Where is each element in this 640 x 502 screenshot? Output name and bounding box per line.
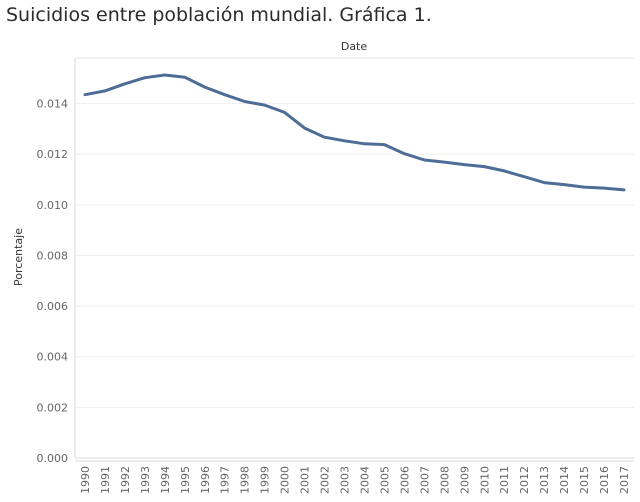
x-tick-label: 2011: [498, 466, 511, 494]
data-point[interactable]: [400, 150, 408, 158]
x-tick-label: 1993: [139, 466, 152, 494]
x-tick-label: 2014: [558, 466, 571, 494]
data-point[interactable]: [281, 108, 289, 116]
x-tick-label: 1990: [79, 466, 92, 494]
y-tick-label: 0.006: [37, 300, 69, 313]
x-tick-label: 2008: [438, 466, 451, 494]
data-point[interactable]: [321, 133, 329, 141]
y-axis-label: Porcentaje: [12, 228, 25, 286]
data-point[interactable]: [221, 91, 229, 99]
data-point[interactable]: [620, 186, 628, 194]
data-point[interactable]: [600, 184, 608, 192]
data-point[interactable]: [480, 163, 488, 171]
data-point[interactable]: [241, 98, 249, 106]
data-point[interactable]: [360, 140, 368, 148]
x-tick-label: 2016: [598, 466, 611, 494]
data-point[interactable]: [101, 87, 109, 95]
data-point[interactable]: [161, 71, 169, 79]
data-point[interactable]: [500, 167, 508, 175]
data-point[interactable]: [201, 83, 209, 91]
data-point[interactable]: [560, 181, 568, 189]
x-tick-label: 2004: [358, 466, 371, 494]
x-tick-label: 2001: [299, 466, 312, 494]
y-tick-label: 0.000: [37, 452, 69, 465]
data-point[interactable]: [121, 80, 129, 88]
y-tick-label: 0.008: [37, 249, 69, 262]
data-point[interactable]: [261, 101, 269, 109]
data-point[interactable]: [520, 173, 528, 181]
data-point[interactable]: [301, 124, 309, 132]
y-tick-label: 0.004: [37, 351, 69, 364]
data-point[interactable]: [460, 161, 468, 169]
data-point[interactable]: [420, 156, 428, 164]
data-point[interactable]: [181, 73, 189, 81]
x-tick-label: 1997: [219, 466, 232, 494]
x-tick-label: 2007: [418, 466, 431, 494]
x-tick-label: 2015: [578, 466, 591, 494]
x-tick-label: 2000: [279, 466, 292, 494]
x-tick-label: 1999: [259, 466, 272, 494]
data-point[interactable]: [540, 179, 548, 187]
x-axis-header: Date: [341, 40, 368, 53]
x-tick-label: 2005: [378, 466, 391, 494]
x-tick-label: 2002: [319, 466, 332, 494]
data-point[interactable]: [81, 91, 89, 99]
x-tick-label: 2010: [478, 466, 491, 494]
series-line: [83, 73, 626, 192]
x-tick-label: 1994: [159, 466, 172, 494]
y-tick-label: 0.002: [37, 401, 69, 414]
x-tick-label: 2017: [618, 466, 631, 494]
x-tick-label: 1995: [179, 466, 192, 494]
x-tick-label: 1992: [119, 466, 132, 494]
chart-title: Suicidios entre población mundial. Gráfi…: [6, 4, 432, 26]
x-tick-label: 1996: [199, 466, 212, 494]
x-tick-label: 1998: [239, 466, 252, 494]
data-point[interactable]: [380, 141, 388, 149]
x-tick-label: 2009: [458, 466, 471, 494]
data-point[interactable]: [580, 183, 588, 191]
data-point[interactable]: [141, 74, 149, 82]
y-tick-label: 0.010: [37, 199, 69, 212]
y-tick-label: 0.012: [37, 148, 69, 161]
data-point[interactable]: [440, 158, 448, 166]
x-tick-label: 2003: [339, 466, 352, 494]
x-tick-label: 1991: [99, 466, 112, 494]
x-tick-label: 2012: [518, 466, 531, 494]
x-tick-label: 2013: [538, 466, 551, 494]
x-tick-label: 2006: [398, 466, 411, 494]
data-point[interactable]: [341, 137, 349, 145]
y-tick-label: 0.014: [37, 98, 69, 111]
